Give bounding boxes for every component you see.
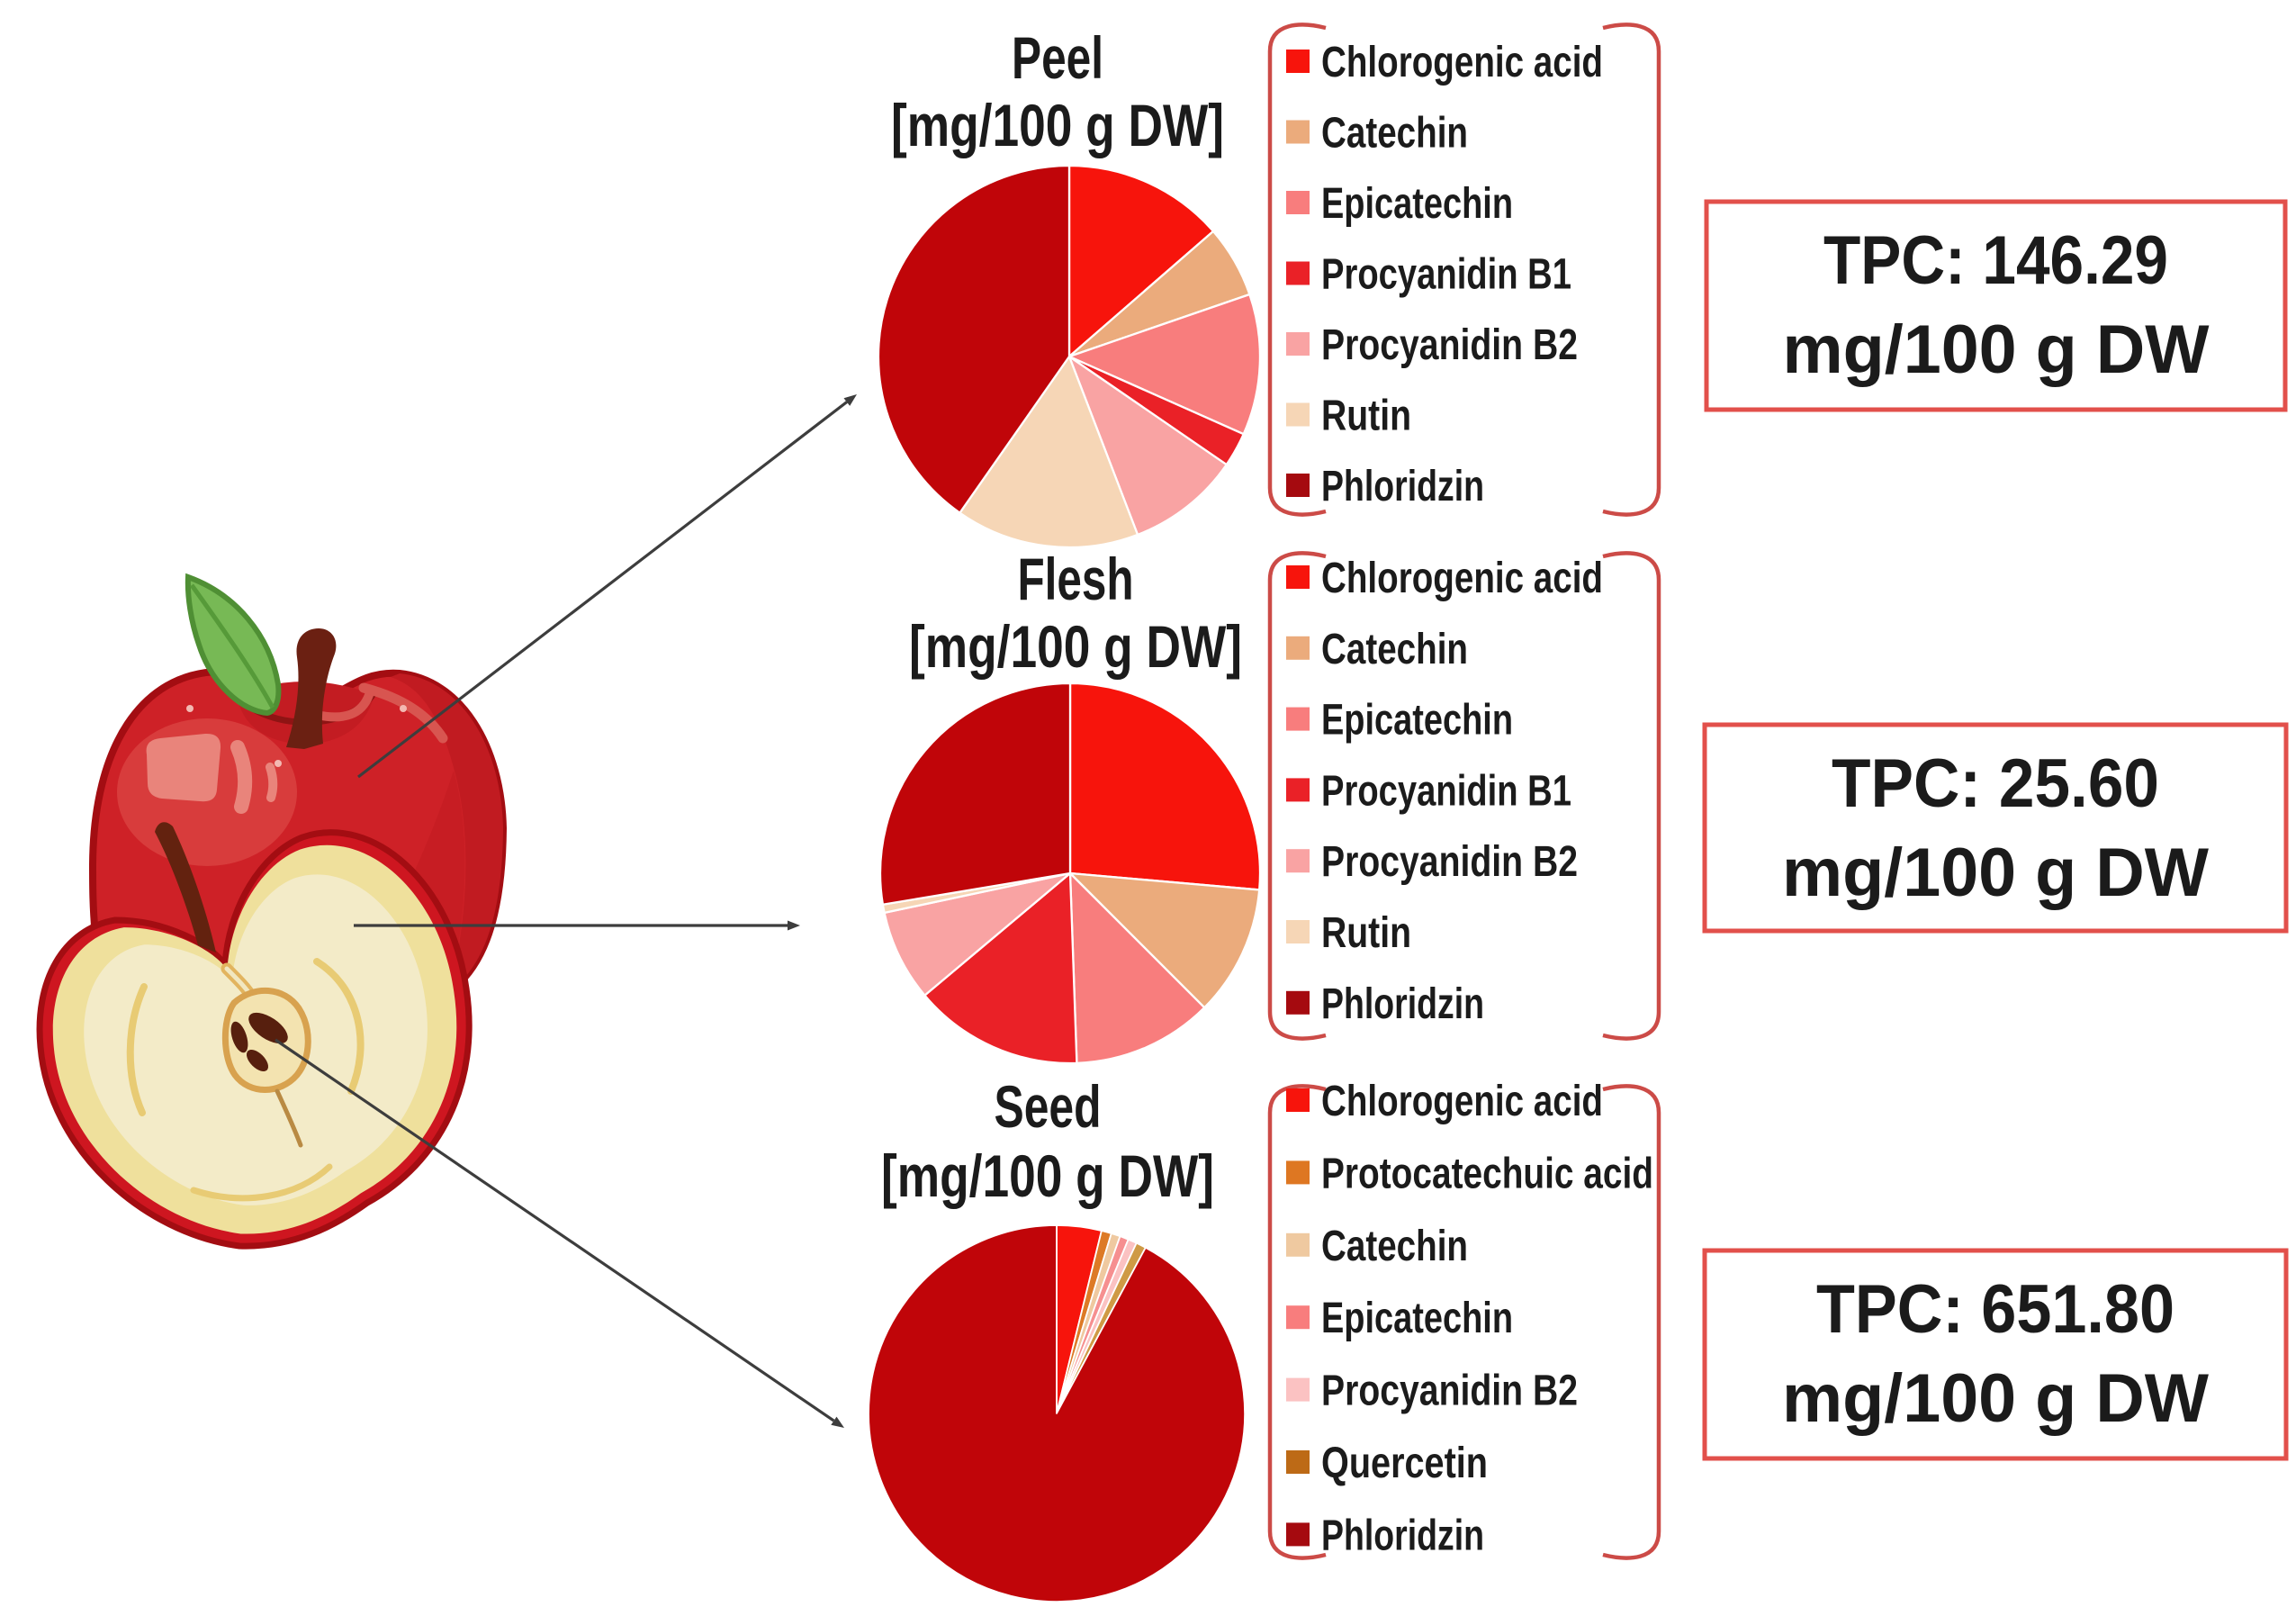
svg-text:Epicatechin: Epicatechin (1321, 697, 1513, 745)
svg-text:Chlorogenic acid: Chlorogenic acid (1321, 1078, 1603, 1125)
svg-text:Epicatechin: Epicatechin (1321, 180, 1513, 228)
svg-text:Protocatechuic acid: Protocatechuic acid (1321, 1150, 1653, 1197)
svg-text:Quercetin: Quercetin (1321, 1440, 1488, 1487)
svg-text:[mg/100 g DW]: [mg/100 g DW] (909, 613, 1242, 680)
svg-text:Phloridzin: Phloridzin (1321, 980, 1484, 1028)
svg-text:Chlorogenic acid: Chlorogenic acid (1321, 555, 1603, 602)
svg-text:Chlorogenic acid: Chlorogenic acid (1321, 39, 1603, 86)
svg-text:Catechin: Catechin (1321, 110, 1468, 158)
svg-text:Catechin: Catechin (1321, 626, 1468, 673)
svg-text:Rutin: Rutin (1321, 393, 1411, 440)
svg-text:TPC: 651.80: TPC: 651.80 (1816, 1271, 2174, 1348)
svg-text:Procyanidin B1: Procyanidin B1 (1321, 251, 1571, 299)
svg-text:TPC: 25.60: TPC: 25.60 (1832, 745, 2159, 822)
svg-text:Procyanidin B2: Procyanidin B2 (1321, 1368, 1578, 1415)
svg-text:Epicatechin: Epicatechin (1321, 1295, 1513, 1342)
svg-text:Flesh: Flesh (1018, 546, 1134, 612)
svg-text:Peel: Peel (1012, 24, 1103, 91)
svg-text:TPC: 146.29: TPC: 146.29 (1823, 222, 2168, 299)
svg-text:mg/100 g DW: mg/100 g DW (1782, 1360, 2209, 1437)
svg-text:Rutin: Rutin (1321, 909, 1411, 957)
svg-text:mg/100 g DW: mg/100 g DW (1783, 311, 2210, 388)
svg-text:Catechin: Catechin (1321, 1223, 1468, 1270)
svg-text:mg/100 g DW: mg/100 g DW (1782, 835, 2209, 911)
svg-text:[mg/100 g DW]: [mg/100 g DW] (881, 1142, 1214, 1209)
svg-text:Procyanidin B1: Procyanidin B1 (1321, 767, 1571, 815)
svg-text:Procyanidin B2: Procyanidin B2 (1321, 838, 1578, 886)
svg-text:Phloridzin: Phloridzin (1321, 1512, 1484, 1559)
svg-text:Procyanidin B2: Procyanidin B2 (1321, 321, 1578, 369)
svg-text:Seed: Seed (995, 1073, 1102, 1140)
svg-text:[mg/100 g DW]: [mg/100 g DW] (891, 92, 1224, 158)
svg-text:Phloridzin: Phloridzin (1321, 463, 1484, 510)
